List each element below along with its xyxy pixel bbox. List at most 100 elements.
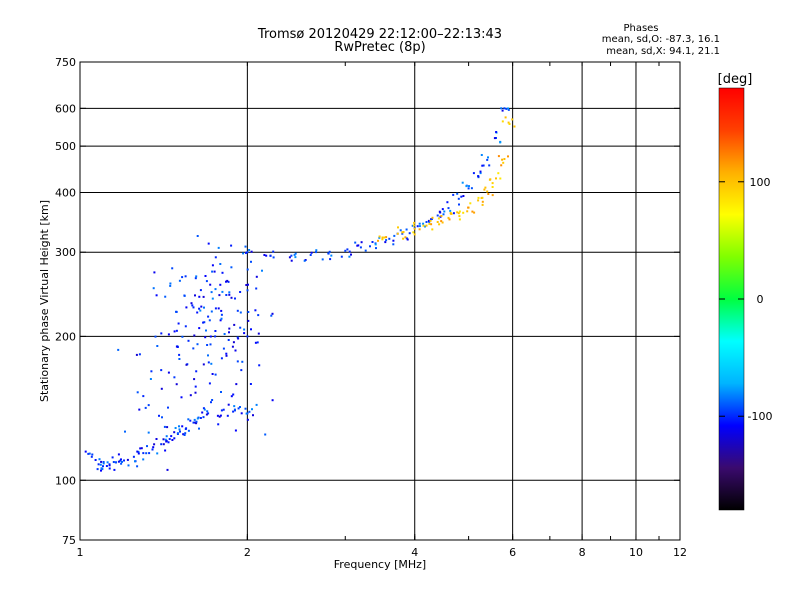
data-point [310,251,313,254]
data-point [452,212,455,215]
data-point [185,306,188,309]
data-point [183,294,186,297]
data-point [195,420,198,423]
data-point [236,336,239,339]
data-point [166,468,169,471]
data-point [479,172,482,175]
data-point [479,170,482,173]
data-point [230,296,233,299]
data-point [220,409,223,412]
data-point [210,401,212,404]
data-point [402,237,405,240]
data-points [84,107,516,472]
data-point [480,154,483,156]
data-point [487,156,489,159]
data-point [105,465,108,467]
data-point [243,332,246,335]
data-point [412,224,415,227]
data-point [488,178,491,181]
data-point [511,118,514,121]
data-point [158,414,160,417]
data-point [207,315,210,318]
data-point [167,406,169,409]
data-point [177,322,180,325]
data-point [198,307,201,310]
data-point [462,211,465,214]
data-point [231,345,234,348]
data-point [194,385,197,388]
data-point [504,116,507,119]
x-tick-label: 2 [244,546,251,559]
data-point [180,396,183,399]
data-point [198,295,201,298]
data-point [148,452,151,455]
data-point [189,419,192,422]
data-point [171,267,174,270]
data-point [136,391,139,394]
data-point [246,335,249,338]
data-point [239,326,242,329]
data-point [437,217,440,220]
data-point [153,443,156,446]
data-point [448,218,451,221]
data-point [121,460,123,463]
data-point [460,195,463,198]
data-point [245,251,247,254]
data-point [477,199,480,202]
data-point [230,266,233,269]
grid-lines [80,62,680,540]
data-point [261,269,263,272]
data-point [210,310,213,313]
data-point [181,335,184,338]
data-point [196,235,199,237]
data-point [466,210,469,213]
data-point [293,253,296,256]
data-point [468,185,470,188]
data-point [160,387,163,390]
data-point [364,249,367,252]
data-point [397,226,399,229]
phases-x-stat: mean, sd,X: 94.1, 21.1 [606,46,720,57]
data-point [330,254,333,257]
data-point [220,313,223,316]
data-point [348,255,351,258]
data-point [201,411,204,414]
data-point [249,383,252,385]
data-point [247,283,249,286]
data-point [117,348,120,351]
data-point [196,343,199,346]
data-point [220,391,222,393]
data-point [219,283,222,286]
chart-subtitle: RwPretec (8p) [334,40,425,55]
data-point [196,417,199,420]
plot-frame [79,61,681,541]
data-point [181,276,184,279]
data-point [495,137,497,139]
data-point [175,383,178,386]
data-point [198,327,201,330]
data-point [470,187,473,190]
data-point [210,362,213,365]
data-point [219,263,222,265]
data-point [211,373,214,375]
data-point [138,408,141,411]
data-point [206,410,209,413]
data-point [258,364,261,367]
data-point [245,284,248,286]
data-point [315,249,318,252]
data-point [251,408,253,411]
data-point [161,416,163,419]
data-point [211,399,214,401]
data-point [472,172,475,175]
data-point [408,232,411,235]
data-point [271,312,274,315]
data-point [495,177,497,180]
data-point [467,206,470,209]
data-point [193,418,196,421]
data-point [150,370,153,373]
data-point [112,461,115,463]
data-point [232,341,235,344]
data-point [173,437,176,440]
data-point [502,161,505,164]
data-point [413,227,416,230]
